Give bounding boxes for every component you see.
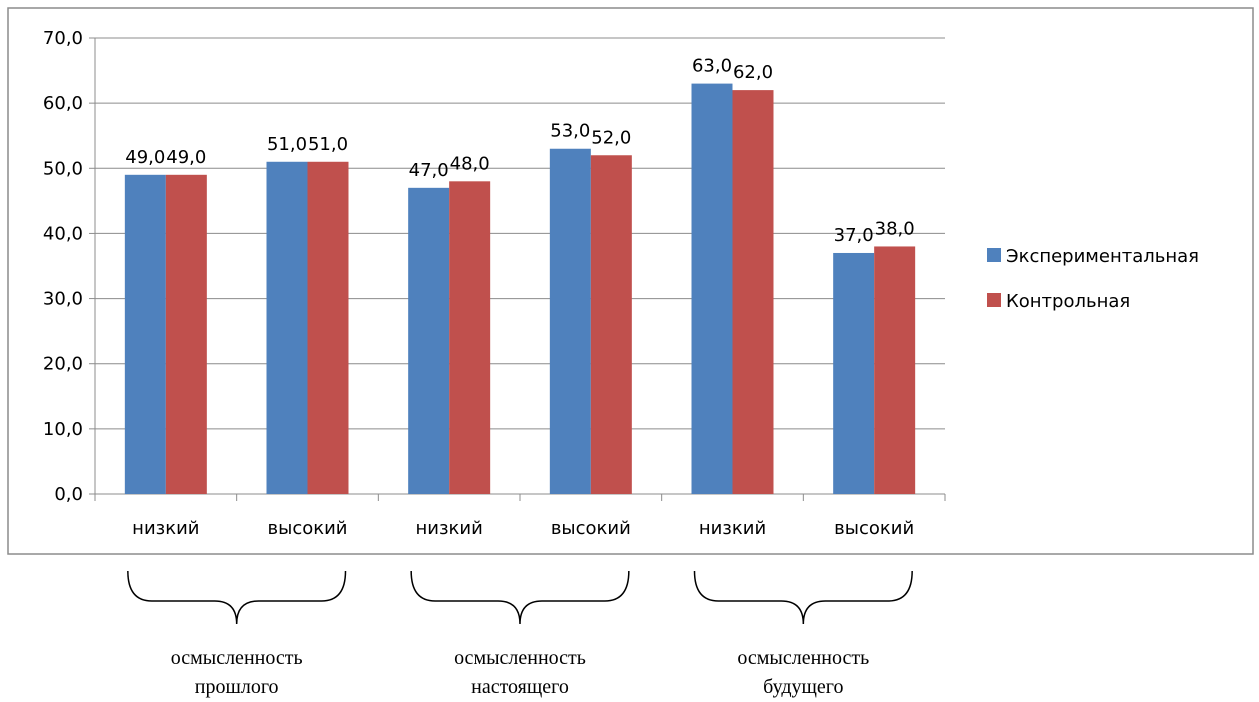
bar <box>124 174 166 495</box>
data-label: 48,0 <box>450 153 490 174</box>
group-label-line2: настоящего <box>471 676 569 698</box>
legend-label: Контрольная <box>1006 291 1130 312</box>
bar <box>307 161 349 494</box>
bar <box>874 246 916 494</box>
x-tick-label: низкий <box>416 518 483 539</box>
y-tick-label: 50,0 <box>43 158 83 179</box>
legend-label: Экспериментальная <box>1006 246 1199 267</box>
bar <box>549 148 591 494</box>
data-label: 62,0 <box>733 62 773 83</box>
y-tick-label: 70,0 <box>43 28 83 49</box>
group-brace <box>410 570 630 625</box>
legend: Экспериментальная Контрольная <box>987 246 1199 312</box>
group-brace <box>127 570 347 625</box>
data-label: 51,0 <box>308 134 348 155</box>
bar <box>165 174 207 495</box>
data-label: 51,0 <box>267 134 307 155</box>
x-tick-label: высокий <box>268 518 348 539</box>
bar <box>449 181 491 495</box>
x-tick-label: высокий <box>834 518 914 539</box>
y-tick-label: 40,0 <box>43 223 83 244</box>
bar <box>732 90 774 494</box>
data-label: 49,0 <box>125 147 165 168</box>
bar <box>266 161 308 494</box>
x-tick-label: низкий <box>132 518 199 539</box>
bar <box>833 252 875 494</box>
legend-swatch <box>987 248 1001 262</box>
data-label: 63,0 <box>692 56 732 77</box>
grid-layer: 0,0 10,0 20,0 30,0 40,0 50,0 60,0 70,0 <box>43 28 946 505</box>
group-label-line1: осмысленность <box>737 647 869 669</box>
bar <box>590 155 632 494</box>
group-label-line1: осмысленность <box>454 647 586 669</box>
y-tick-label: 0,0 <box>54 484 83 505</box>
legend-swatch <box>987 293 1001 307</box>
data-label: 49,0 <box>166 147 206 168</box>
group-brace <box>693 570 913 625</box>
data-label: 47,0 <box>409 160 449 181</box>
data-label: 52,0 <box>591 127 631 148</box>
bar <box>691 83 733 494</box>
y-tick-label: 20,0 <box>43 354 83 375</box>
data-label: 53,0 <box>550 121 590 142</box>
group-label-line1: осмысленность <box>171 647 303 669</box>
group-annotations: осмысленность прошлого осмысленность настоя… <box>127 570 913 698</box>
labels-layer: 49,0 49,0 низкий 51,0 51,0 высокий 47,0 48,0 низ… <box>125 56 914 539</box>
x-tick-label: высокий <box>551 518 631 539</box>
group-label-line2: прошлого <box>195 676 279 698</box>
data-label: 38,0 <box>875 218 915 239</box>
y-tick-label: 10,0 <box>43 419 83 440</box>
y-tick-label: 60,0 <box>43 93 83 114</box>
group-label-line2: будущего <box>763 676 843 698</box>
bar <box>408 187 450 495</box>
data-label: 37,0 <box>834 225 874 246</box>
bars-layer <box>124 83 916 495</box>
y-tick-label: 30,0 <box>43 289 83 310</box>
x-tick-label: низкий <box>699 518 766 539</box>
